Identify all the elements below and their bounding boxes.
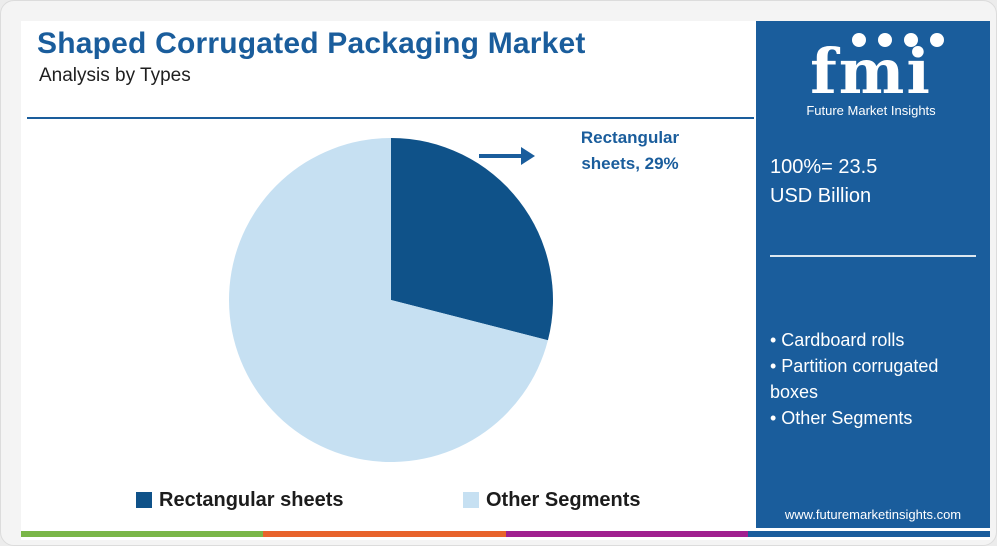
other-segment-item: • Other Segments [770, 408, 913, 428]
bar-segment-orange [263, 531, 506, 537]
legend-label: Rectangular sheets [159, 488, 344, 511]
other-segment-item: • Cardboard rolls [770, 330, 905, 350]
bar-segment-green [21, 531, 264, 537]
legend-item-rectangular-sheets: Rectangular sheets [136, 487, 344, 513]
website-url: www.futuremarketinsights.com [784, 507, 962, 522]
market-total-value: 100%= 23.5 [770, 156, 878, 178]
callout-line-1: Rectangular [580, 128, 680, 147]
pie-slice-other-segments [228, 138, 548, 463]
bar-segment-blue [747, 531, 990, 537]
callout-line-2: sheets, 29% [581, 154, 679, 173]
chart-title: Shaped Corrugated Packaging Market [37, 27, 586, 60]
pie-slice-rectangular-sheets [391, 138, 553, 341]
info-sidebar: fmi Future Market Insights 100%= 23.5 US… [756, 21, 990, 528]
bar-segment-purple [505, 531, 748, 537]
title-divider [27, 117, 754, 119]
logo-subtext: Future Market Insights [806, 103, 936, 118]
pie-chart [228, 138, 553, 463]
fmi-logo: fmi Future Market Insights [786, 33, 956, 119]
logo-dot-icon [904, 33, 918, 47]
infographic-card: Shaped Corrugated Packaging Market Analy… [21, 21, 990, 540]
bottom-color-bar [21, 531, 990, 537]
logo-dot-icon [852, 33, 866, 47]
logo-dot-icon [878, 33, 892, 47]
other-segment-item: • Partition corrugated boxes [770, 356, 939, 402]
legend-swatch-dark [136, 492, 152, 508]
legend-item-other-segments: Other Segments [463, 487, 640, 513]
legend-label: Other Segments [486, 488, 641, 511]
arrow-head-icon [521, 147, 535, 165]
sidebar-divider [770, 255, 976, 257]
slice-callout-label: Rectangular sheets, 29% [565, 125, 695, 177]
logo-wordmark: fmi [810, 35, 932, 108]
market-total-unit: USD Billion [770, 185, 872, 207]
logo-dot-icon [930, 33, 944, 47]
legend-swatch-light [463, 492, 479, 508]
other-segments-list: • Cardboard rolls • Partition corrugated… [770, 327, 980, 431]
chart-subtitle: Analysis by Types [39, 65, 191, 86]
